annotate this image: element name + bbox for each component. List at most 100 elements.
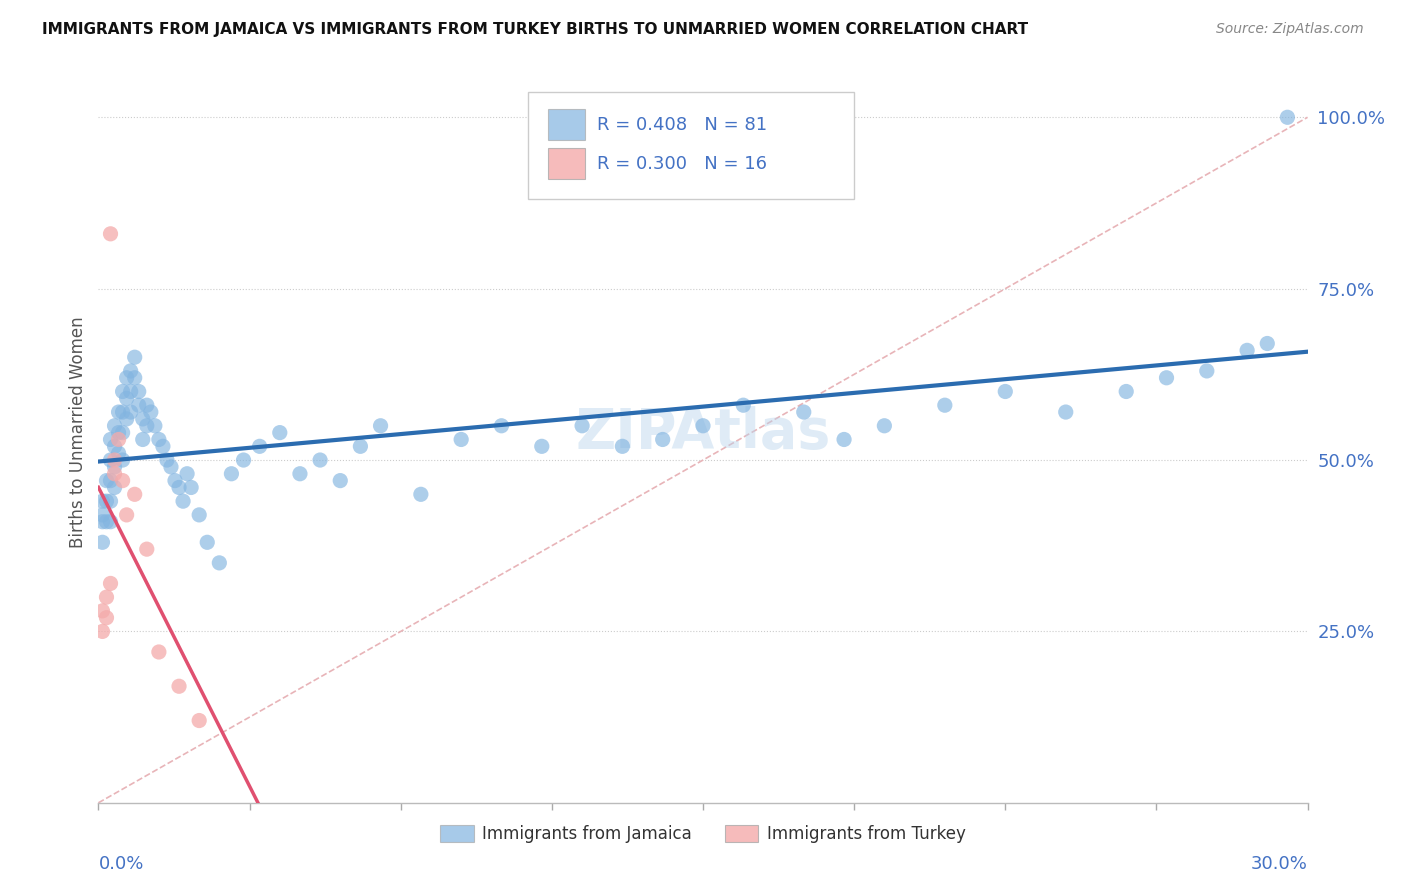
Point (160, 459, 183, 474)
Point (143, 418, 166, 433)
Point (132, 412, 155, 426)
Point (111, 405, 134, 419)
Point (530, 439, 553, 453)
Point (100, 576, 122, 591)
Point (91, 535, 114, 549)
Point (208, 556, 231, 570)
Point (96, 494, 118, 508)
Point (103, 439, 125, 453)
Bar (548, 148, 585, 179)
Point (91, 494, 114, 508)
Point (156, 453, 179, 467)
Text: 30.0%: 30.0% (1251, 855, 1308, 872)
Point (132, 433, 155, 447)
Point (91, 624, 114, 639)
Point (96, 515, 118, 529)
Point (309, 453, 332, 467)
Point (163, 474, 186, 488)
Point (1054, 405, 1077, 419)
Point (269, 425, 291, 440)
Point (409, 487, 432, 501)
Point (148, 433, 170, 447)
Point (1236, 343, 1258, 358)
Point (651, 433, 673, 447)
Text: Source: ZipAtlas.com: Source: ZipAtlas.com (1216, 22, 1364, 37)
Text: IMMIGRANTS FROM JAMAICA VS IMMIGRANTS FROM TURKEY BIRTHS TO UNMARRIED WOMEN CORR: IMMIGRANTS FROM JAMAICA VS IMMIGRANTS FR… (42, 22, 1028, 37)
Point (91, 508, 114, 522)
Point (103, 459, 125, 474)
Point (107, 433, 129, 447)
FancyBboxPatch shape (527, 92, 855, 200)
Bar (548, 109, 585, 140)
Point (152, 439, 174, 453)
Point (128, 384, 150, 399)
Point (124, 487, 146, 501)
Point (571, 418, 593, 433)
Point (120, 405, 142, 419)
Point (232, 453, 254, 467)
Point (733, 398, 755, 412)
Point (100, 227, 122, 241)
Point (450, 433, 472, 447)
Point (329, 474, 352, 488)
Point (1156, 371, 1178, 385)
Point (139, 405, 162, 419)
Point (96, 474, 118, 488)
Point (100, 453, 122, 467)
Point (100, 515, 122, 529)
Text: R = 0.300   N = 16: R = 0.300 N = 16 (596, 155, 766, 173)
Point (96, 590, 118, 604)
Point (180, 480, 202, 494)
Legend: Immigrants from Jamaica, Immigrants from Turkey: Immigrants from Jamaica, Immigrants from… (433, 819, 973, 850)
Point (100, 494, 122, 508)
Point (107, 446, 129, 460)
Point (124, 350, 146, 364)
Point (100, 474, 122, 488)
Point (832, 433, 855, 447)
Point (107, 405, 129, 419)
Point (115, 392, 138, 406)
Point (288, 467, 311, 481)
Point (111, 384, 134, 399)
Point (1115, 384, 1137, 399)
Point (135, 542, 157, 557)
Point (103, 453, 125, 467)
Point (100, 433, 122, 447)
Y-axis label: Births to Unmarried Women: Births to Unmarried Women (69, 317, 87, 549)
Point (111, 474, 134, 488)
Point (107, 425, 129, 440)
Point (103, 418, 125, 433)
Point (124, 371, 146, 385)
Point (188, 508, 211, 522)
Point (115, 371, 138, 385)
Point (128, 398, 150, 412)
Point (1256, 336, 1278, 351)
Point (115, 412, 138, 426)
Point (491, 418, 513, 433)
Point (994, 384, 1017, 399)
Point (103, 480, 125, 494)
Point (120, 364, 142, 378)
Point (172, 494, 194, 508)
Point (249, 439, 271, 453)
Point (103, 467, 125, 481)
Text: 0.0%: 0.0% (98, 855, 143, 872)
Point (167, 480, 190, 494)
Point (349, 439, 371, 453)
Text: ZIPAtlas: ZIPAtlas (575, 406, 831, 459)
Point (91, 604, 114, 618)
Point (91, 515, 114, 529)
Point (111, 453, 134, 467)
Point (692, 418, 714, 433)
Point (793, 405, 815, 419)
Point (934, 398, 956, 412)
Point (115, 508, 138, 522)
Point (96, 610, 118, 624)
Point (120, 384, 142, 399)
Point (1195, 364, 1218, 378)
Text: R = 0.408   N = 81: R = 0.408 N = 81 (596, 116, 766, 134)
Point (195, 535, 218, 549)
Point (135, 398, 157, 412)
Point (148, 645, 170, 659)
Point (111, 425, 134, 440)
